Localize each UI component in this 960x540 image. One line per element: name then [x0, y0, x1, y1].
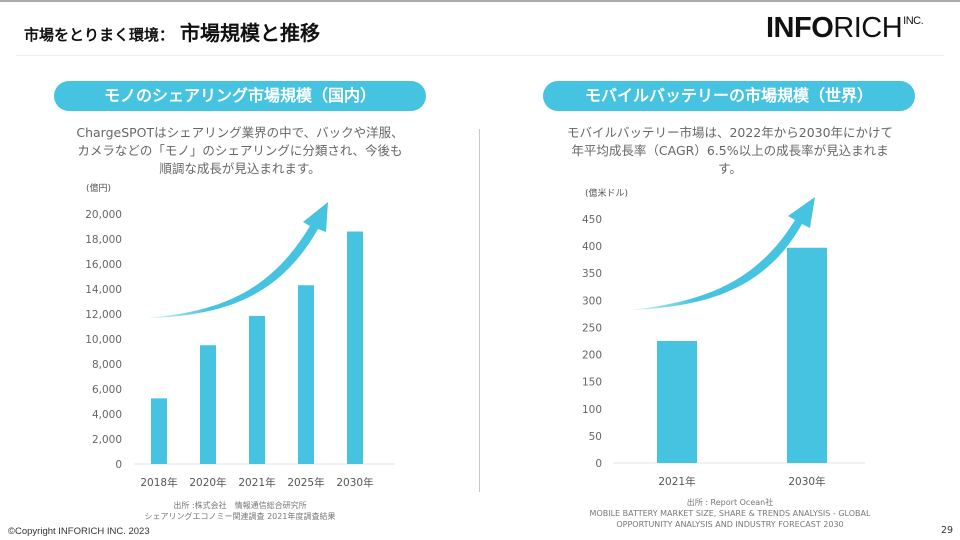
source-line: OPPORTUNITY ANALYSIS AND INDUSTRY FORECA…	[616, 520, 844, 529]
y-tick-label: 450	[582, 214, 602, 226]
x-tick-label: 2030年	[336, 476, 373, 489]
logo-thin: RICH	[833, 12, 903, 44]
description-line: ChargeSPOTはシェアリング業界の中で、バックや洋服、	[76, 125, 404, 140]
y-tick-label: 50	[589, 431, 602, 443]
x-tick-label: 2018年	[140, 476, 177, 489]
x-tick-label: 2025年	[287, 476, 324, 489]
y-tick-label: 20,000	[85, 209, 122, 221]
inforich-logo: INFORICHINC.	[766, 12, 924, 45]
bar-2030年	[787, 247, 827, 463]
panel-divider	[479, 129, 480, 492]
left-description: ChargeSPOTはシェアリング業界の中で、バックや洋服、 カメラなどの「モノ…	[40, 124, 440, 178]
y-tick-label: 0	[595, 458, 602, 470]
bar-2021年	[249, 315, 265, 464]
y-axis-unit-label: (億米ドル)	[585, 187, 628, 199]
left-bar-chart: (億円) 0 2,000 4,000 6,000 8,000 10,000 12,000 14…	[85, 182, 395, 489]
y-tick-label: 400	[582, 241, 602, 253]
top-border	[0, 0, 960, 2]
y-tick-label: 10,000	[85, 334, 122, 346]
y-tick-label: 8,000	[92, 359, 122, 371]
y-tick-label: 300	[582, 295, 602, 307]
description-line: す。	[718, 161, 742, 176]
page-title: 市場をとりまく環境： 市場規模と推移	[24, 17, 320, 46]
y-tick-label: 18,000	[85, 234, 122, 246]
right-description: モバイルバッテリー市場は、2022年から2030年にかけて 年平均成長率（CAG…	[520, 124, 940, 178]
y-tick-label: 100	[582, 404, 602, 416]
left-chart-title-pill: モノのシェアリング市場規模（国内）	[54, 81, 426, 111]
trend-arrow-icon	[630, 197, 815, 310]
description-line: カメラなどの「モノ」のシェアリングに分類され、今後も	[77, 143, 403, 158]
source-line: MOBILE BATTERY MARKET SIZE, SHARE & TREN…	[589, 509, 871, 518]
y-tick-label: 250	[582, 322, 602, 334]
copyright: ©Copyright INFORICH INC. 2023	[8, 526, 150, 537]
bar-2030年	[347, 231, 363, 464]
header-divider	[16, 55, 944, 56]
y-tick-label: 150	[582, 377, 602, 389]
description-line: 年平均成長率（CAGR）6.5%以上の成長率が見込まれま	[571, 143, 889, 158]
right-chart-title-pill: モバイルバッテリーの市場規模（世界）	[543, 81, 915, 111]
x-tick-label: 2020年	[189, 476, 226, 489]
y-tick-label: 6,000	[92, 384, 122, 396]
y-tick-label: 14,000	[85, 284, 122, 296]
right-bar-chart: (億米ドル) 0 50 100 150 200 250 300 350 400 450 2021年…	[582, 187, 865, 488]
y-tick-label: 4,000	[92, 409, 122, 421]
bar-2025年	[298, 285, 314, 464]
y-tick-label: 350	[582, 268, 602, 280]
y-tick-label: 200	[582, 350, 602, 362]
bar-2021年	[657, 341, 697, 463]
logo-inc: INC.	[903, 15, 924, 27]
x-tick-label: 2021年	[238, 476, 275, 489]
description-line: 順調な成長が見込まれます。	[159, 161, 321, 176]
bar-2018年	[151, 398, 167, 464]
source-line: シェアリングエコノミー関連調査 2021年度調査結果	[144, 512, 336, 521]
y-tick-label: 12,000	[85, 309, 122, 321]
source-line: 出所 : Report Ocean社	[686, 498, 774, 507]
source-line: 出所 :株式会社 情報通信総合研究所	[173, 501, 307, 510]
y-tick-label: 16,000	[85, 259, 122, 271]
logo-bold: INFO	[766, 12, 834, 44]
y-axis-unit-label: (億円)	[86, 182, 111, 194]
left-source: 出所 :株式会社 情報通信総合研究所 シェアリングエコノミー関連調査 2021年…	[110, 500, 370, 522]
y-tick-label: 0	[115, 459, 122, 471]
section-label: 市場をとりまく環境：	[24, 26, 175, 44]
x-tick-label: 2030年	[788, 475, 825, 488]
page-number: 29	[941, 525, 954, 536]
right-source: 出所 : Report Ocean社 MOBILE BATTERY MARKET…	[560, 497, 900, 530]
description-line: モバイルバッテリー市場は、2022年から2030年にかけて	[566, 125, 894, 140]
x-tick-label: 2021年	[658, 475, 695, 488]
trend-arrow-icon	[146, 202, 328, 318]
bar-2020年	[200, 345, 216, 464]
title-main: 市場規模と推移	[180, 21, 321, 45]
y-tick-label: 2,000	[92, 434, 122, 446]
